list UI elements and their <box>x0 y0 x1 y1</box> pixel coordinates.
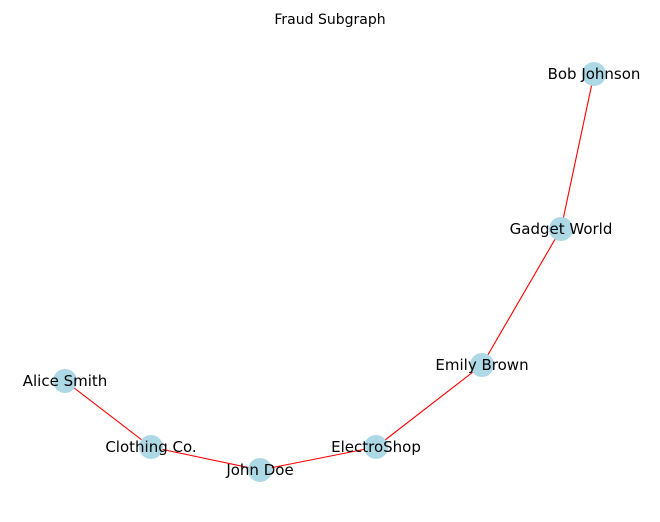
node-label-electro: ElectroShop <box>331 438 421 456</box>
edge-gadget-bob <box>560 73 595 230</box>
node-alice <box>53 369 77 393</box>
node-label-clothing: Clothing Co. <box>105 438 196 456</box>
edge-alice-clothing <box>64 380 152 448</box>
edge-electro-emily <box>375 364 483 448</box>
node-john <box>248 458 272 482</box>
node-label-gadget: Gadget World <box>510 220 613 238</box>
node-gadget <box>549 217 573 241</box>
node-clothing <box>139 435 163 459</box>
edges-layer <box>64 73 595 471</box>
edge-john-electro <box>259 446 377 471</box>
node-label-alice: Alice Smith <box>23 372 108 390</box>
node-electro <box>364 435 388 459</box>
edge-emily-gadget <box>481 228 562 366</box>
edge-clothing-john <box>150 446 261 471</box>
labels-layer: Bob Johnson Gadget World Emily Brown Alice … <box>23 65 641 479</box>
diagram-title: Fraud Subgraph <box>274 12 385 28</box>
nodes-layer <box>53 62 606 482</box>
node-label-john: John Doe <box>225 461 293 479</box>
node-label-bob: Bob Johnson <box>548 65 641 83</box>
node-label-emily: Emily Brown <box>435 356 528 374</box>
node-emily <box>470 353 494 377</box>
node-bob <box>582 62 606 86</box>
